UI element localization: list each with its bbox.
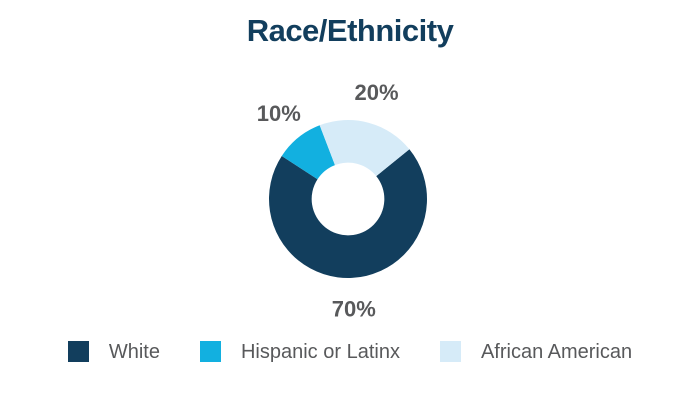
- chart-title: Race/Ethnicity: [246, 13, 454, 48]
- legend-item-hispanic-or-latinx: Hispanic or Latinx: [199, 340, 400, 363]
- legend-label-hispanic-or-latinx: Hispanic or Latinx: [240, 340, 400, 363]
- legend-label-white: White: [108, 340, 160, 363]
- legend-swatch-white: [67, 341, 89, 362]
- legend-swatch-african-american: [439, 341, 461, 362]
- donut-segment-african-american: [319, 120, 410, 177]
- data-label-white: 70%: [332, 296, 376, 321]
- legend-item-african-american: African American: [439, 340, 633, 363]
- donut-segment-hispanic-or-latinx: [281, 125, 335, 180]
- donut-chart: 70% 10% 20%: [257, 80, 428, 321]
- data-label-hispanic-or-latinx: 10%: [257, 101, 301, 126]
- data-label-african-american: 20%: [354, 80, 398, 105]
- legend-label-african-american: African American: [480, 340, 633, 363]
- donut-segment-white: [269, 149, 428, 279]
- legend-item-white: White: [67, 340, 160, 363]
- legend-swatch-hispanic-or-latinx: [199, 341, 221, 362]
- legend: White Hispanic or Latinx African America…: [0, 341, 700, 362]
